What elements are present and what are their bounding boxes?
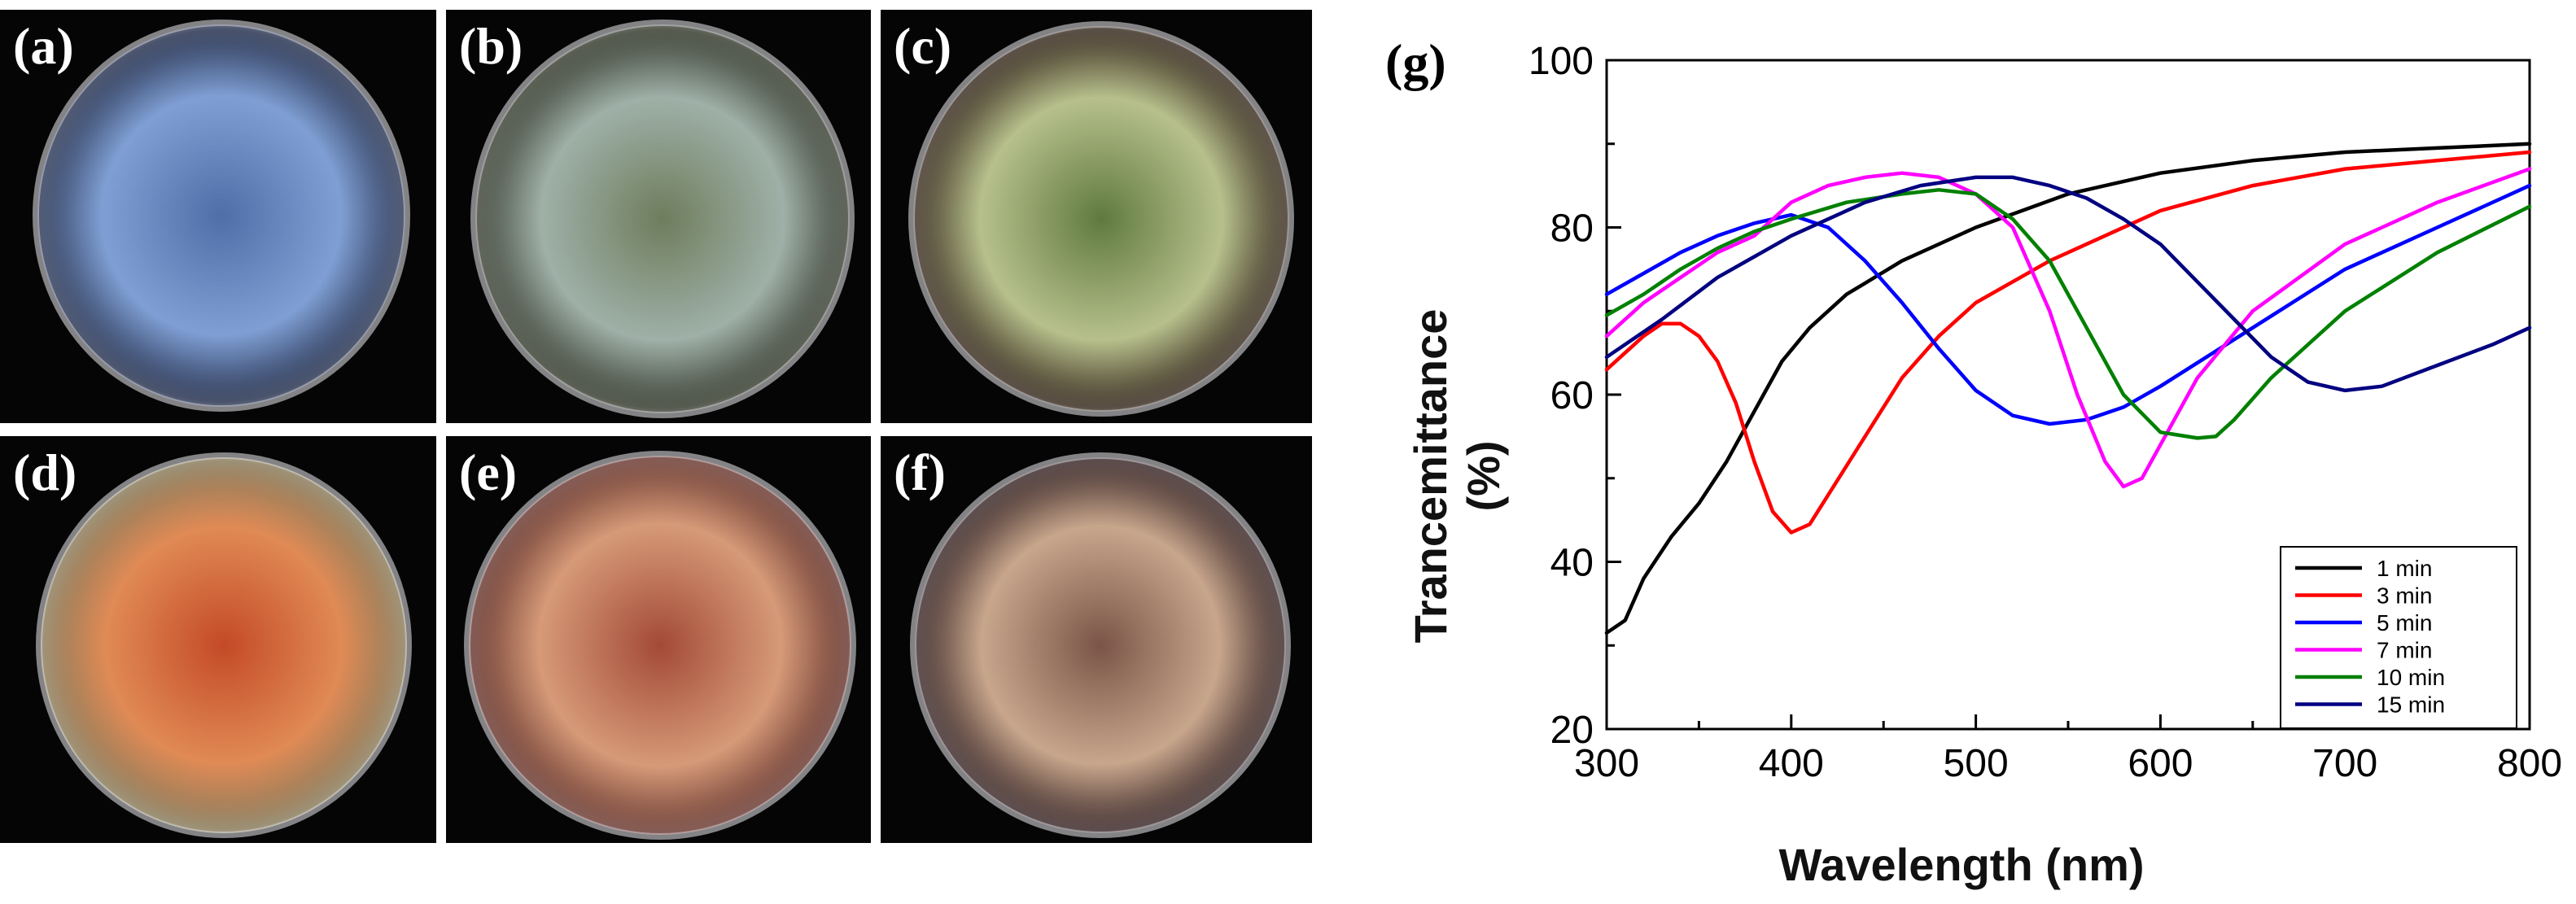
photo-c-rim <box>908 21 1294 417</box>
legend-label-3-min: 3 min <box>2377 583 2432 609</box>
transmittance-chart: (g) Trancemittance (%) Wavelength (nm) 3… <box>1375 0 2576 904</box>
panel-label-f: (f) <box>894 443 946 501</box>
photo-d-rim <box>36 452 412 838</box>
photo-panel-f: (f) <box>881 436 1312 843</box>
legend-label-5-min: 5 min <box>2377 610 2432 635</box>
panel-label-c: (c) <box>894 17 952 75</box>
photo-panel-d: (d) <box>0 436 436 843</box>
legend-box <box>2280 546 2517 729</box>
photo-panel-e: (e) <box>446 436 871 843</box>
series-line-1-min <box>1604 142 2532 635</box>
panel-label-a: (a) <box>13 17 74 75</box>
legend-label-10-min: 10 min <box>2377 665 2445 690</box>
panel-label-g: (g) <box>1385 33 1446 91</box>
photo-panel-a: (a) <box>0 10 436 423</box>
x-tick-label: 300 <box>1574 742 1639 785</box>
y-tick-label: 80 <box>1550 207 1594 251</box>
series-line-10-min <box>1604 188 2532 440</box>
y-tick-label: 60 <box>1550 374 1594 417</box>
panel-label-d: (d) <box>13 443 77 501</box>
photo-panel-b: (b) <box>446 10 871 423</box>
photo-e-rim <box>464 451 856 840</box>
x-tick-label: 800 <box>2497 742 2562 785</box>
photo-f-rim <box>910 452 1291 838</box>
x-axis-label: Wavelength (nm) <box>1778 839 2145 890</box>
x-tick-label: 600 <box>2128 742 2193 785</box>
legend-label-15-min: 15 min <box>2377 692 2445 718</box>
photo-panel-c: (c) <box>881 10 1312 423</box>
photo-b-rim <box>470 20 855 418</box>
y-tick-label: 100 <box>1529 40 1594 83</box>
x-tick-label: 700 <box>2312 742 2377 785</box>
series-line-7-min <box>1604 167 2532 489</box>
legend-label-1-min: 1 min <box>2377 556 2432 581</box>
panel-label-b: (b) <box>459 17 523 75</box>
photo-a-rim <box>33 20 410 412</box>
x-tick-label: 500 <box>1944 742 2009 785</box>
y-tick-label: 40 <box>1550 542 1594 585</box>
series-line-15-min <box>1604 175 2532 393</box>
panel-label-e: (e) <box>459 443 518 501</box>
y-tick-label: 20 <box>1550 709 1594 752</box>
series-line-5-min <box>1604 183 2532 426</box>
legend-label-7-min: 7 min <box>2377 638 2432 663</box>
series-line-3-min <box>1604 150 2532 535</box>
x-tick-label: 400 <box>1759 742 1824 785</box>
